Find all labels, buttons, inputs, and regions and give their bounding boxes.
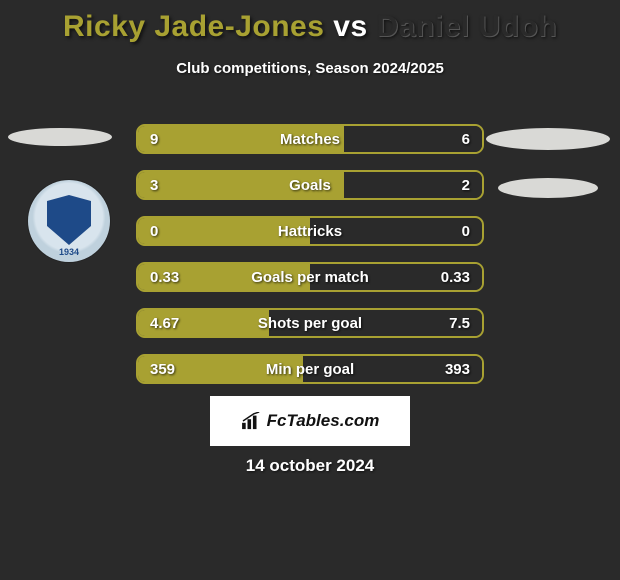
crest-shield bbox=[47, 195, 91, 245]
crest-ring: 1934 bbox=[28, 180, 110, 262]
stat-row: 4.677.5Shots per goal bbox=[136, 308, 484, 338]
stat-value-right: 0 bbox=[462, 218, 470, 244]
stat-row: 00Hattricks bbox=[136, 216, 484, 246]
stat-row: 359393Min per goal bbox=[136, 354, 484, 384]
stat-row: 32Goals bbox=[136, 170, 484, 200]
player2-club-logo-placeholder bbox=[486, 128, 610, 150]
vs-text: vs bbox=[333, 10, 367, 43]
stat-value-right: 393 bbox=[445, 356, 470, 382]
stat-row: 0.330.33Goals per match bbox=[136, 262, 484, 292]
stat-value-left: 359 bbox=[150, 356, 175, 382]
branding-badge: FcTables.com bbox=[210, 396, 410, 446]
stat-row: 96Matches bbox=[136, 124, 484, 154]
crest-year: 1934 bbox=[28, 247, 110, 257]
player1-name: Ricky Jade-Jones bbox=[63, 10, 324, 43]
season-subtitle: Club competitions, Season 2024/2025 bbox=[0, 60, 620, 77]
stat-value-left: 3 bbox=[150, 172, 158, 198]
stat-bar-left bbox=[138, 172, 344, 198]
player2-name: Daniel Udoh bbox=[377, 10, 558, 43]
snapshot-date: 14 october 2024 bbox=[0, 456, 620, 476]
branding-chart-icon bbox=[241, 412, 263, 430]
stat-value-right: 2 bbox=[462, 172, 470, 198]
stat-value-left: 4.67 bbox=[150, 310, 179, 336]
stat-value-left: 0 bbox=[150, 218, 158, 244]
player1-club-logo-placeholder bbox=[8, 128, 112, 146]
stat-value-right: 6 bbox=[462, 126, 470, 152]
stat-bar-left bbox=[138, 218, 310, 244]
stat-value-left: 9 bbox=[150, 126, 158, 152]
stat-bar-left bbox=[138, 126, 344, 152]
branding-text: FcTables.com bbox=[267, 411, 380, 431]
comparison-title: Ricky Jade-Jones vs Daniel Udoh bbox=[0, 0, 620, 44]
player1-club-crest: 1934 bbox=[28, 180, 110, 262]
player2-photo-placeholder bbox=[498, 178, 598, 198]
stat-value-right: 7.5 bbox=[449, 310, 470, 336]
stat-value-left: 0.33 bbox=[150, 264, 179, 290]
stat-value-right: 0.33 bbox=[441, 264, 470, 290]
